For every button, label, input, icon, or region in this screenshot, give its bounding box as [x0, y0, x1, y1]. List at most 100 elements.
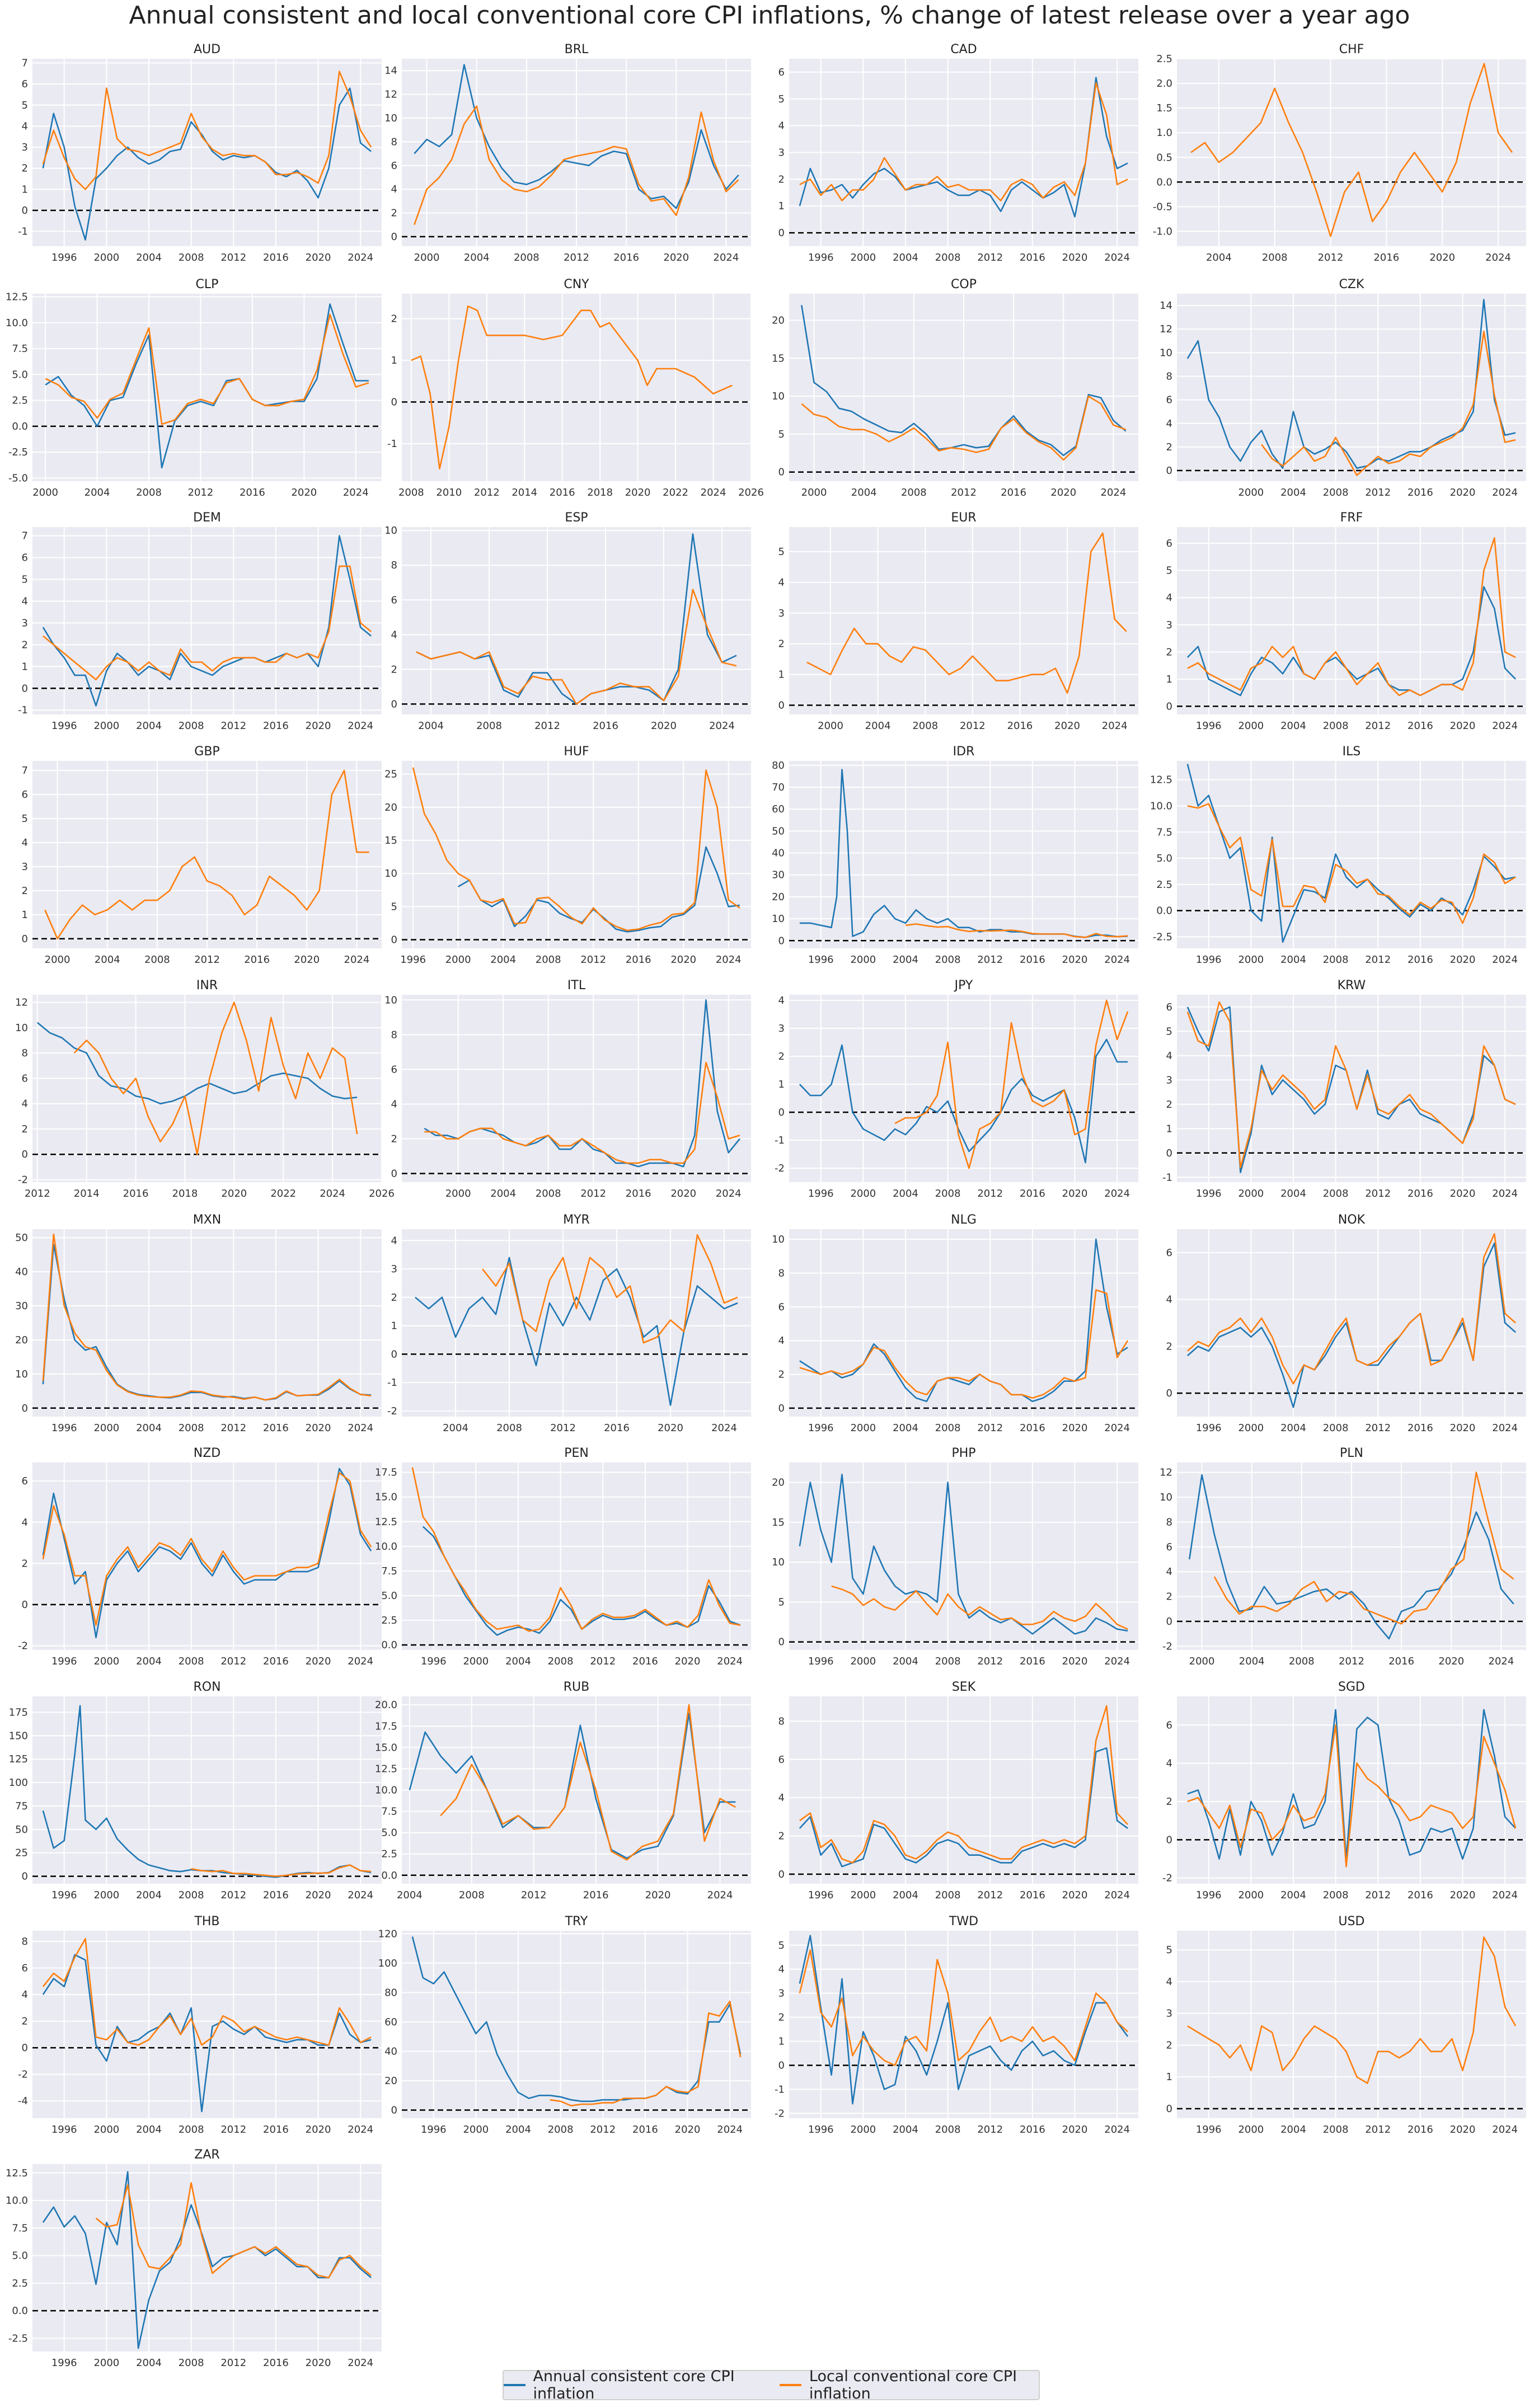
y-tick-label: -4 [18, 2095, 28, 2107]
y-tick-label: 2 [1166, 1099, 1172, 1111]
x-tick-label: 2020 [1450, 1188, 1476, 1200]
y-tick-label: 10 [772, 1234, 785, 1245]
x-tick-label: 2004 [1206, 252, 1232, 264]
series-line-conventional [42, 1938, 372, 2046]
x-tick-label: 2008 [1323, 720, 1349, 732]
x-tick-label: 2020 [1438, 1656, 1464, 1667]
series-line-conventional [1187, 1233, 1516, 1385]
x-tick-label: 2008 [1262, 252, 1288, 264]
x-tick-label: 2020 [1450, 1422, 1476, 1434]
x-tick-label: 2000 [1238, 487, 1264, 498]
x-tick-label: 2004 [865, 720, 891, 732]
panel-title: TWD [949, 1915, 978, 1929]
x-tick-label: 2016 [1020, 1656, 1045, 1667]
panel-title: COP [951, 278, 977, 291]
y-tick-label: 8 [778, 1715, 785, 1727]
x-tick-label: 2020 [675, 1656, 701, 1667]
x-tick-label: 2026 [369, 1188, 395, 1200]
x-tick-label: 2012 [1365, 954, 1391, 966]
y-tick-label: 7.5 [12, 2222, 28, 2234]
y-tick-label: -2.5 [1153, 931, 1172, 943]
x-tick-label: 2012 [220, 2124, 246, 2136]
y-tick-label: 5 [22, 573, 28, 585]
series-line-consistent [1186, 299, 1516, 469]
x-tick-label: 2020 [1450, 487, 1476, 498]
x-tick-label: 2024 [348, 1656, 373, 1667]
panel-title: CZK [1339, 278, 1364, 291]
x-tick-label: 1996 [421, 1656, 447, 1667]
x-tick-label: 2004 [464, 252, 490, 264]
panel-title: CNY [564, 278, 589, 291]
y-tick-label: 6 [22, 1963, 28, 1974]
series-line-conventional [799, 1705, 1129, 1864]
y-tick-label: 25 [15, 1847, 28, 1859]
plot-area [402, 1229, 751, 1417]
y-tick-label: 14 [384, 65, 397, 77]
x-tick-label: 2000 [93, 2357, 119, 2369]
panel-aud: 1996 2000 2004 2008 2012 2016 2020 2024 -1 0 1 2 3 4 5… [18, 43, 382, 264]
y-tick-label: 10 [15, 1368, 28, 1380]
x-tick-label: 2008 [398, 487, 424, 498]
y-tick-label: 0 [1166, 465, 1172, 477]
y-tick-label: 6 [391, 594, 397, 606]
panel-twd: 1996 2000 2004 2008 2012 2016 2020 2024 -2 -1 0 1 2 3… [775, 1915, 1138, 2136]
x-tick-label: 1996 [51, 1656, 77, 1667]
series-line-conventional [411, 1467, 741, 1632]
y-tick-label: 17.5 [375, 1467, 397, 1479]
x-tick-label: 2008 [536, 954, 561, 966]
y-tick-label: 6 [1166, 1719, 1172, 1731]
plot-area [32, 527, 382, 714]
plot-area [32, 1229, 382, 1417]
y-tick-label: 4 [1166, 418, 1172, 430]
y-tick-label: 0 [778, 2060, 785, 2072]
y-tick-label: 7 [22, 58, 28, 69]
y-tick-label: 2 [778, 1831, 785, 1842]
x-tick-label: 2012 [1365, 487, 1391, 498]
series-line-conventional [414, 105, 739, 225]
x-tick-label: 2008 [136, 487, 162, 498]
y-tick-label: 2 [22, 1558, 28, 1569]
panel-title: SEK [952, 1680, 976, 1694]
y-tick-label: 8 [22, 1936, 28, 1948]
y-tick-label: 1 [778, 669, 785, 681]
x-tick-label: 2004 [1280, 2124, 1306, 2136]
y-tick-label: -2 [1162, 1640, 1172, 1652]
x-tick-label: 2004 [893, 252, 918, 264]
y-tick-label: 40 [15, 1266, 28, 1278]
y-tick-label: 7.5 [1156, 826, 1172, 838]
y-tick-label: 6 [22, 1475, 28, 1487]
series-line-conventional [1261, 331, 1516, 476]
x-tick-label: 2024 [343, 487, 369, 498]
y-tick-label: -2 [1162, 1873, 1172, 1884]
series-line-conventional [42, 1472, 372, 1626]
x-tick-label: 2016 [1407, 720, 1433, 732]
panel-title: MXN [193, 1213, 222, 1227]
plot-area [32, 294, 382, 481]
panel-sgd: 1996 2000 2004 2008 2012 2016 2020 2024 -2 0 2 4 6 SG… [1162, 1680, 1526, 1901]
y-tick-label: 6 [1166, 394, 1172, 406]
y-tick-label: 4 [1166, 1294, 1172, 1306]
y-tick-label: 0 [391, 698, 397, 710]
series-line-conventional [191, 1864, 372, 1877]
plot-area [32, 1931, 382, 2118]
y-tick-label: 1 [22, 184, 28, 195]
x-tick-label: 2012 [194, 954, 220, 966]
series-line-conventional [424, 1061, 740, 1164]
y-tick-label: 4 [22, 1098, 28, 1110]
x-tick-label: 2012 [590, 2124, 616, 2136]
x-tick-label: 2020 [1450, 954, 1476, 966]
panel-cad: 1996 2000 2004 2008 2012 2016 2020 2024 0 1 2 3 4 5 6 C… [778, 43, 1138, 264]
y-tick-label: -1 [387, 438, 397, 450]
x-tick-label: 2016 [263, 1889, 289, 1901]
x-tick-label: 2016 [632, 2124, 658, 2136]
x-tick-label: 2020 [1050, 487, 1076, 498]
x-tick-label: 2016 [1020, 2124, 1045, 2136]
x-tick-label: 2000 [1238, 1422, 1264, 1434]
panel-krw: 1996 2000 2004 2008 2012 2016 2020 2024 -1 0 1 2 3 4 5… [1162, 979, 1526, 1200]
x-tick-label: 2024 [1104, 252, 1130, 264]
y-tick-label: 10.0 [6, 2195, 28, 2207]
y-tick-label: 2 [778, 1369, 785, 1381]
series-line-consistent [45, 303, 369, 469]
y-tick-label: 4 [778, 120, 785, 132]
panel-cop: 2000 2004 2008 2012 2016 2020 2024 0 5 10 15 20 COP [772, 278, 1138, 498]
